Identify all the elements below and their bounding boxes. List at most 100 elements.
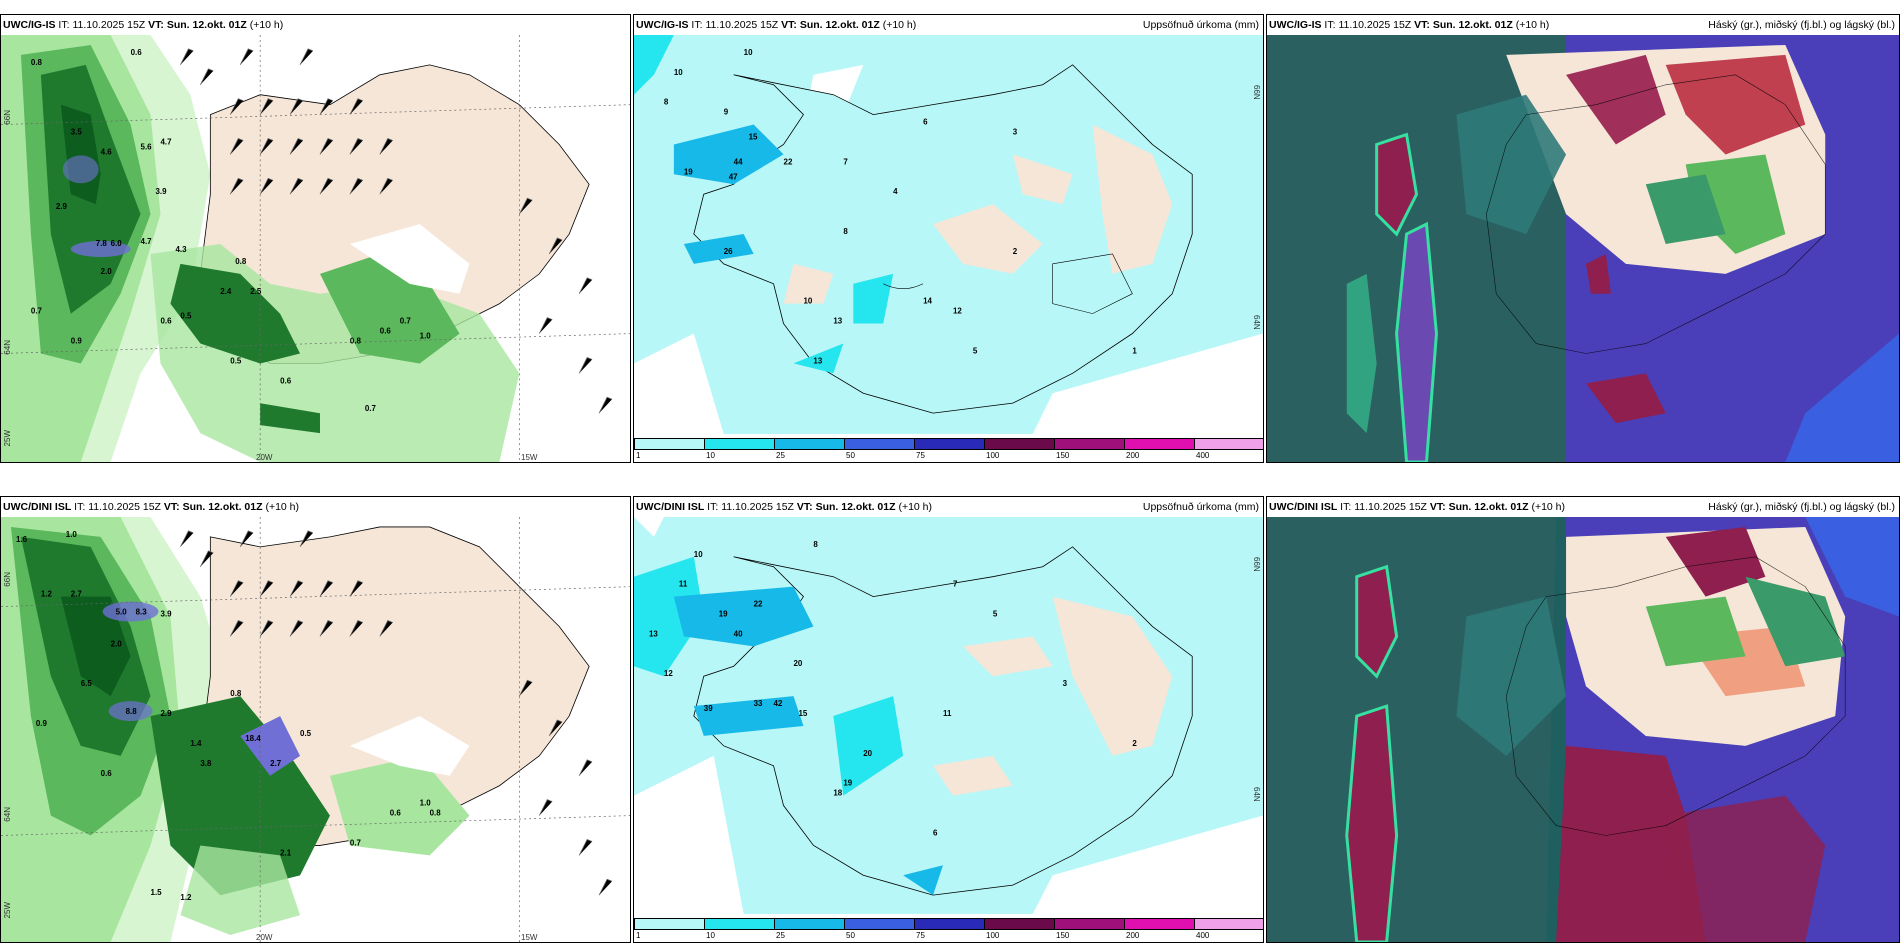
- svg-text:4.6: 4.6: [101, 147, 113, 156]
- svg-text:1.0: 1.0: [420, 799, 432, 808]
- map-precip-rate[interactable]: 1.6 1.0 1.2 2.7 5.0 8.3 3.9 2.0 0.9 6.5 8.8 2.…: [1, 517, 630, 942]
- svg-text:0.5: 0.5: [300, 729, 312, 738]
- svg-text:8: 8: [843, 227, 848, 236]
- lat-label-66n: 66N: [3, 572, 12, 587]
- panel-header: UWC/DINI ISL IT: 11.10.2025 15Z VT: Sun.…: [1267, 497, 1899, 517]
- map-cloud-cover[interactable]: [1267, 517, 1899, 942]
- svg-text:0.6: 0.6: [380, 327, 392, 336]
- lat-label-64n: 64N: [3, 340, 12, 355]
- colorbar-label: 1: [636, 451, 641, 460]
- svg-text:0.8: 0.8: [31, 58, 43, 67]
- colorbar-label: 25: [776, 451, 785, 460]
- svg-text:1.0: 1.0: [420, 332, 432, 341]
- svg-text:2.0: 2.0: [111, 639, 123, 648]
- panel-title: Háský (gr.), miðský (fj.bl.) og lágský (…: [1708, 501, 1895, 513]
- svg-text:8: 8: [664, 98, 669, 107]
- colorbar-swatch: [704, 918, 775, 930]
- svg-text:12: 12: [664, 669, 673, 678]
- svg-text:3.9: 3.9: [160, 610, 172, 619]
- svg-text:3: 3: [1063, 679, 1068, 688]
- valid-time: Sun. 12.okt. 01Z: [799, 19, 880, 31]
- precip-values: 1.6 1.0 1.2 2.7 5.0 8.3 3.9 2.0 0.9 6.5 8.8 2.…: [16, 530, 441, 902]
- svg-text:0.7: 0.7: [350, 838, 362, 847]
- svg-text:1.2: 1.2: [180, 893, 192, 902]
- panel-header: UWC/IG-IS IT: 11.10.2025 15Z VT: Sun. 12…: [634, 15, 1263, 35]
- colorbar-swatch: [774, 918, 845, 930]
- map-cloud-cover[interactable]: [1267, 35, 1899, 462]
- svg-text:2.7: 2.7: [270, 759, 282, 768]
- lon-label-15w: 15W: [521, 933, 538, 942]
- panel-top-mid-accum-precip: UWC/IG-IS IT: 11.10.2025 15Z VT: Sun. 12…: [633, 14, 1264, 463]
- svg-text:2.9: 2.9: [56, 202, 68, 211]
- svg-text:1.4: 1.4: [190, 739, 202, 748]
- lat-label-64n: 64N: [1252, 315, 1261, 330]
- colorbar-label: 75: [916, 451, 925, 460]
- svg-text:10: 10: [744, 48, 753, 57]
- svg-text:18.4: 18.4: [245, 734, 261, 743]
- svg-text:2.0: 2.0: [101, 267, 113, 276]
- precip-values: 0.8 0.6 3.5 4.6 5.6 4.7 3.9 2.9 7.8 6.0 4.7 4.…: [31, 48, 431, 413]
- svg-text:0.5: 0.5: [180, 312, 192, 321]
- svg-text:4.7: 4.7: [160, 137, 172, 146]
- colorbar-label: 150: [1056, 931, 1070, 940]
- map-svg: 1.6 1.0 1.2 2.7 5.0 8.3 3.9 2.0 0.9 6.5 8.8 2.…: [1, 517, 630, 942]
- svg-text:10: 10: [674, 68, 683, 77]
- svg-text:7.8: 7.8: [96, 239, 108, 248]
- model-name: UWC/DINI ISL: [1269, 501, 1338, 513]
- colorbar-swatch: [1124, 918, 1195, 930]
- svg-text:26: 26: [724, 247, 733, 256]
- svg-text:2: 2: [1013, 247, 1018, 256]
- model-name: UWC/IG-IS: [3, 19, 56, 31]
- svg-text:11: 11: [943, 709, 952, 718]
- map-precip-rate[interactable]: 0.8 0.6 3.5 4.6 5.6 4.7 3.9 2.9 7.8 6.0 4.7 4.…: [1, 35, 630, 462]
- lat-label-66n: 66N: [3, 110, 12, 125]
- svg-text:40: 40: [734, 629, 743, 638]
- colorbar-label: 10: [706, 451, 715, 460]
- svg-text:0.9: 0.9: [36, 719, 48, 728]
- map-accum-precip[interactable]: 10 10 8 9 15 44 47 22 19 26 7 4 8 10 13 6 3 2 5 13…: [634, 35, 1263, 434]
- svg-text:12: 12: [953, 307, 962, 316]
- svg-text:47: 47: [729, 172, 738, 181]
- colorbar-label: 400: [1196, 931, 1210, 940]
- svg-text:20: 20: [793, 659, 802, 668]
- lon-label-20w: 20W: [256, 453, 273, 462]
- accum-values: 10 10 8 9 15 44 47 22 19 26 7 4 8 10 13 6 3 2 5 13…: [664, 48, 1138, 365]
- svg-text:2.7: 2.7: [71, 590, 83, 599]
- svg-text:0.9: 0.9: [71, 337, 83, 346]
- colorbar-swatch: [914, 918, 985, 930]
- svg-text:19: 19: [684, 167, 693, 176]
- svg-text:2.9: 2.9: [160, 709, 172, 718]
- svg-text:13: 13: [813, 356, 822, 365]
- svg-text:0.7: 0.7: [400, 317, 412, 326]
- colorbar-label: 100: [986, 931, 1000, 940]
- svg-text:8.8: 8.8: [126, 707, 138, 716]
- svg-text:10: 10: [694, 550, 703, 559]
- init-time: 11.10.2025 15Z: [721, 501, 794, 513]
- lat-label-64n: 64N: [1252, 787, 1261, 802]
- svg-text:3: 3: [1013, 128, 1018, 137]
- colorbar-swatch: [634, 918, 705, 930]
- valid-time: Sun. 12.okt. 01Z: [1448, 501, 1529, 513]
- colorbar-label: 400: [1196, 451, 1210, 460]
- lat-label-66n: 66N: [1252, 85, 1261, 100]
- panel-bottom-right-cloud-cover: UWC/DINI ISL IT: 11.10.2025 15Z VT: Sun.…: [1266, 496, 1900, 943]
- svg-text:4.7: 4.7: [141, 237, 153, 246]
- svg-text:8.3: 8.3: [136, 608, 148, 617]
- svg-text:0.5: 0.5: [230, 356, 242, 365]
- map-accum-precip[interactable]: 10 11 19 22 40 13 12 20 39 33 42 15 11 20 18 19 …: [634, 517, 1263, 914]
- colorbar-label: 25: [776, 931, 785, 940]
- map-svg: [1267, 35, 1899, 462]
- svg-text:2.4: 2.4: [220, 287, 232, 296]
- init-time: 11.10.2025 15Z: [705, 19, 779, 31]
- svg-text:6.0: 6.0: [111, 239, 123, 248]
- svg-text:2.1: 2.1: [280, 848, 292, 857]
- panel-header: UWC/IG-IS IT: 11.10.2025 15Z VT: Sun. 12…: [1267, 15, 1899, 35]
- svg-text:0.8: 0.8: [430, 809, 442, 818]
- svg-text:8: 8: [813, 540, 818, 549]
- panel-top-right-cloud-cover: UWC/IG-IS IT: 11.10.2025 15Z VT: Sun. 12…: [1266, 14, 1900, 463]
- svg-text:6: 6: [933, 828, 938, 837]
- panel-bottom-mid-accum-precip: UWC/DINI ISL IT: 11.10.2025 15Z VT: Sun.…: [633, 496, 1264, 943]
- model-name: UWC/IG-IS: [636, 19, 689, 31]
- svg-text:33: 33: [754, 699, 763, 708]
- colorbar-swatch: [1194, 438, 1263, 450]
